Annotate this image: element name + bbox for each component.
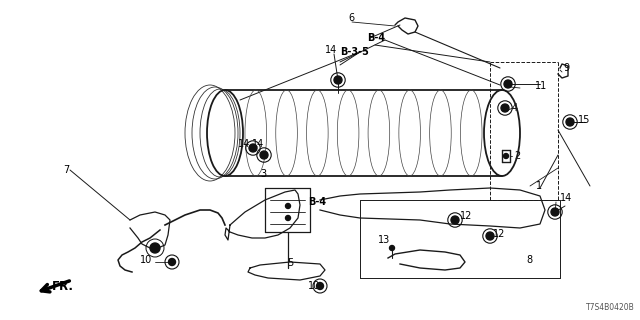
- Text: 12: 12: [493, 229, 506, 239]
- Circle shape: [451, 216, 459, 224]
- Text: 10: 10: [140, 255, 152, 265]
- Text: B-3-5: B-3-5: [340, 47, 369, 57]
- Text: 4: 4: [512, 103, 518, 113]
- Circle shape: [249, 144, 257, 152]
- Text: 7: 7: [63, 165, 69, 175]
- Text: FR.: FR.: [52, 280, 74, 293]
- Circle shape: [168, 259, 175, 266]
- Text: 6: 6: [348, 13, 354, 23]
- Text: 3: 3: [260, 169, 266, 179]
- Circle shape: [551, 208, 559, 216]
- Text: 14: 14: [325, 45, 337, 55]
- Circle shape: [566, 118, 574, 126]
- Text: 10: 10: [308, 281, 320, 291]
- Circle shape: [334, 76, 342, 84]
- Circle shape: [501, 104, 509, 112]
- Circle shape: [285, 204, 291, 209]
- Text: 9: 9: [563, 63, 569, 73]
- Circle shape: [390, 245, 394, 251]
- Text: 1: 1: [536, 181, 542, 191]
- Text: 11: 11: [535, 81, 547, 91]
- Circle shape: [504, 154, 509, 158]
- Text: B-4: B-4: [367, 33, 385, 43]
- Text: 14: 14: [238, 139, 250, 149]
- Circle shape: [504, 80, 512, 88]
- Text: 12: 12: [460, 211, 472, 221]
- Circle shape: [260, 151, 268, 159]
- Text: 15: 15: [578, 115, 590, 125]
- Text: 2: 2: [514, 151, 520, 161]
- Circle shape: [317, 283, 323, 290]
- Text: 5: 5: [287, 258, 293, 268]
- Circle shape: [285, 215, 291, 220]
- Text: 14: 14: [560, 193, 572, 203]
- Text: T7S4B0420B: T7S4B0420B: [586, 303, 635, 312]
- Circle shape: [486, 232, 494, 240]
- Text: 14: 14: [252, 139, 264, 149]
- Text: 8: 8: [526, 255, 532, 265]
- Text: 13: 13: [378, 235, 390, 245]
- Circle shape: [150, 243, 160, 253]
- Text: B-4: B-4: [308, 197, 326, 207]
